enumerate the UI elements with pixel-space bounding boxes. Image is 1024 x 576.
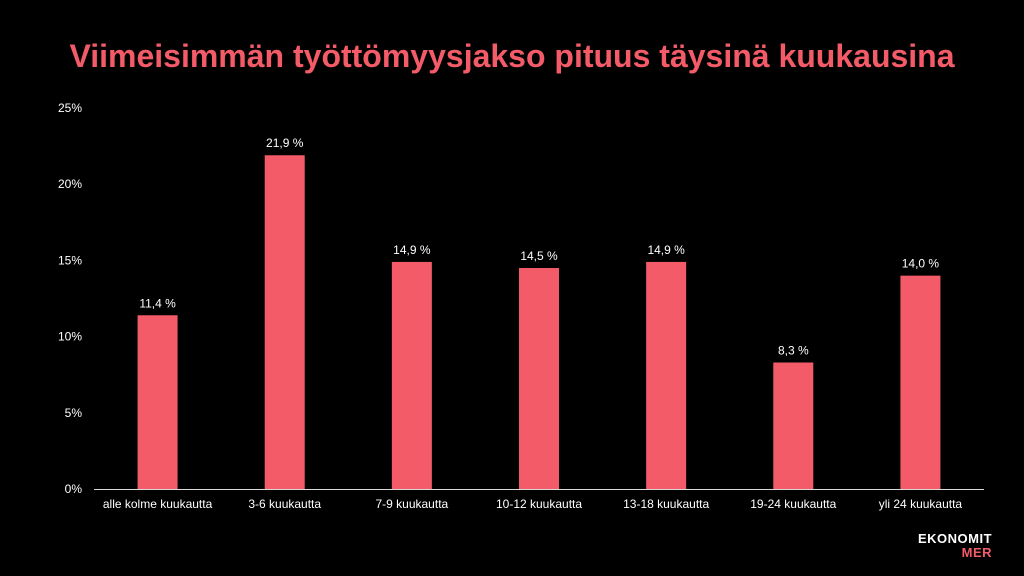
data-label: 14,9 % xyxy=(393,243,431,257)
data-label: 8,3 % xyxy=(778,344,809,358)
x-tick-label: 10-12 kuukautta xyxy=(496,497,582,511)
y-tick-label: 5% xyxy=(65,406,83,420)
ekonomit-logo: EKONOMIT MER xyxy=(918,532,992,559)
y-tick-label: 0% xyxy=(65,482,83,496)
bar xyxy=(646,261,687,489)
data-label: 11,4 % xyxy=(139,296,176,310)
x-tick-label: alle kolme kuukautta xyxy=(103,497,213,511)
x-tick-label: yli 24 kuukautta xyxy=(879,497,963,511)
y-tick-label: 10% xyxy=(58,330,82,344)
bar xyxy=(391,261,432,489)
y-tick-label: 20% xyxy=(58,177,82,191)
logo-line-1: EKONOMIT xyxy=(918,531,993,546)
y-axis: 0% 5% 10% 15% 20% 25% xyxy=(58,101,82,496)
bar xyxy=(900,275,941,489)
bar xyxy=(773,362,814,489)
data-label: 21,9 % xyxy=(266,136,304,150)
x-tick-label: 7-9 kuukautta xyxy=(375,497,448,511)
x-tick-label: 13-18 kuukautta xyxy=(623,497,709,511)
logo-line-2: MER xyxy=(961,545,993,560)
bar xyxy=(519,268,559,489)
data-label: 14,5 % xyxy=(520,249,558,263)
y-tick-label: 15% xyxy=(58,253,82,267)
x-axis: alle kolme kuukautta 3-6 kuukautta 7-9 kuu… xyxy=(103,497,963,511)
chart-title: Viimeisimmän työttömyysjakso pituus täys… xyxy=(69,38,955,74)
x-tick-label: 19-24 kuukautta xyxy=(750,497,836,511)
data-label: 14,0 % xyxy=(902,257,940,271)
x-tick-label: 3-6 kuukautta xyxy=(248,497,321,511)
bars-group xyxy=(137,155,941,489)
y-tick-label: 25% xyxy=(58,101,82,115)
data-labels-group: 11,4 % 21,9 % 14,9 % 14,5 % 14,9 % 8,3 % 14,0 … xyxy=(139,136,939,357)
data-label: 14,9 % xyxy=(647,243,685,257)
bar xyxy=(264,155,305,489)
bar xyxy=(137,315,178,489)
